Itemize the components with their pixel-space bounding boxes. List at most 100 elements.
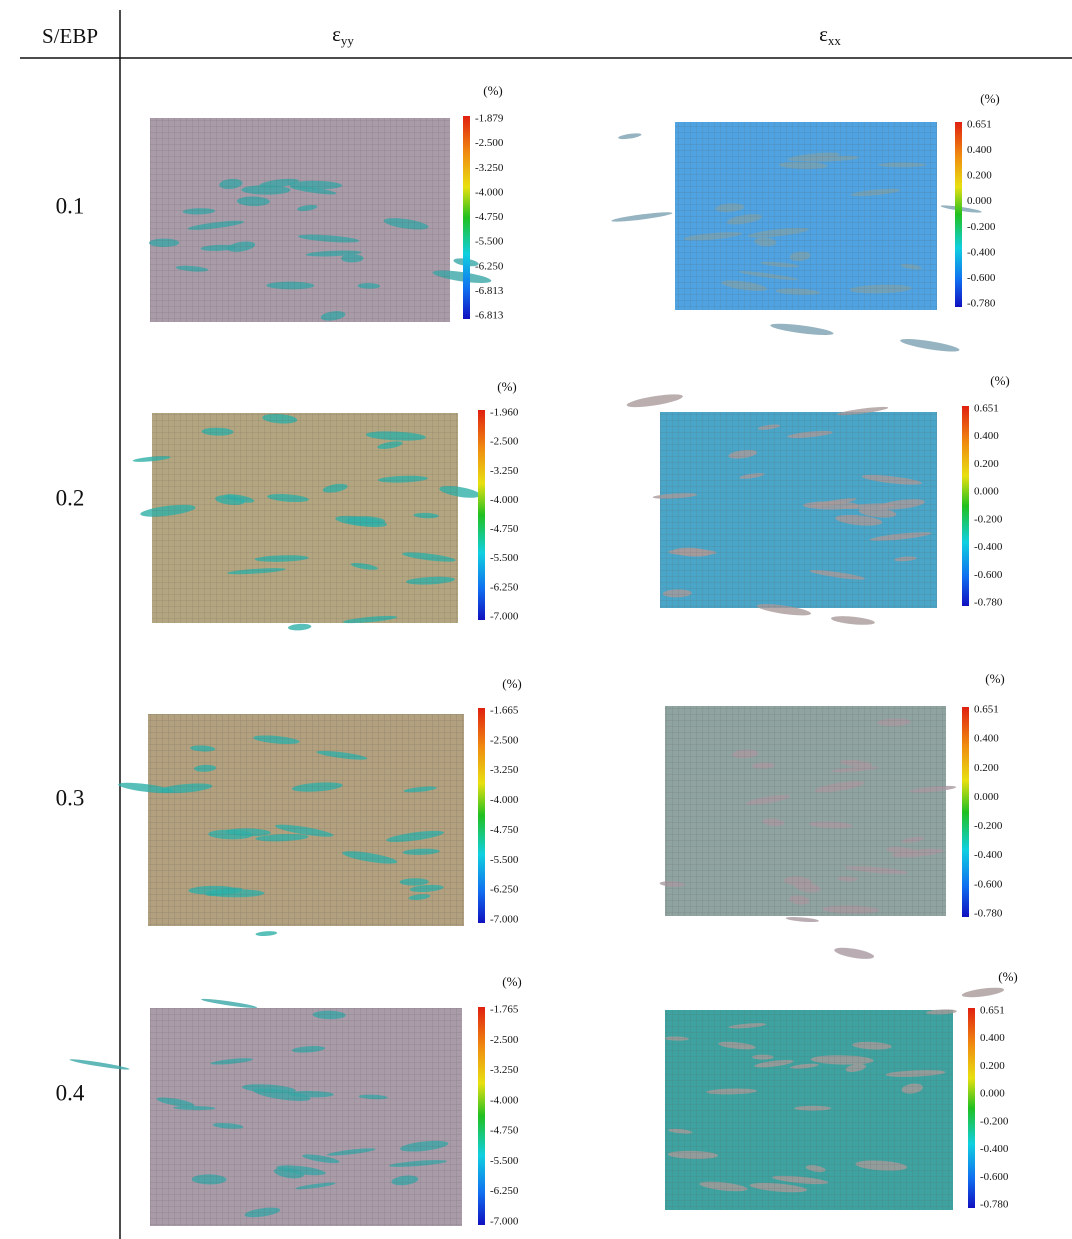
colorbar-tick-label: -3.250 <box>490 764 519 776</box>
colorbar-tick-label: -0.600 <box>980 1171 1009 1183</box>
colorbar-tick-label: 0.000 <box>980 1088 1005 1100</box>
colorbar-tick-label: -6.250 <box>490 581 519 593</box>
colorbar-tick-label: -0.600 <box>967 272 996 284</box>
mesh <box>148 714 464 926</box>
colorbar-unit: (%) <box>998 969 1018 984</box>
mesh <box>675 122 937 310</box>
colorbar-tick-label: 0.000 <box>974 791 999 803</box>
strain-band <box>830 616 875 625</box>
colorbar <box>955 122 962 307</box>
strain-band <box>618 133 642 140</box>
colorbar-tick-label: -0.200 <box>974 513 1003 525</box>
colorbar-tick-label: -3.250 <box>475 162 504 174</box>
colorbar-tick-label: -2.500 <box>490 734 519 746</box>
header-label: εxx <box>819 22 841 48</box>
colorbar-tick-label: -4.000 <box>475 186 504 198</box>
subscript: xx <box>828 33 842 48</box>
strain-band <box>255 931 278 936</box>
colorbar-tick-label: -3.250 <box>490 465 519 477</box>
colorbar-tick-label: -4.750 <box>490 824 519 836</box>
colorbar-tick-label: -5.500 <box>490 854 519 866</box>
colorbar-tick-label: -4.750 <box>475 211 504 223</box>
colorbar-tick-label: -0.400 <box>980 1143 1009 1155</box>
subscript: yy <box>341 33 355 48</box>
colorbar-tick-label: 0.651 <box>967 119 992 131</box>
colorbar-unit: (%) <box>502 676 522 691</box>
colorbar-tick-label: -1.960 <box>490 407 519 419</box>
mesh <box>152 413 458 623</box>
colorbar-tick-label: -2.500 <box>490 1034 519 1046</box>
strain-band <box>611 212 673 222</box>
colorbar-tick-label: -5.500 <box>490 1155 519 1167</box>
colorbar-tick-label: -0.400 <box>974 849 1003 861</box>
row-label: 0.3 <box>56 785 85 810</box>
colorbar-tick-label: 0.200 <box>974 762 999 774</box>
colorbar-tick-label: -6.813 <box>475 310 504 322</box>
colorbar-tick-label: -0.600 <box>974 878 1003 890</box>
colorbar <box>962 406 969 606</box>
colorbar-tick-label: -4.000 <box>490 494 519 506</box>
mesh <box>150 1008 462 1226</box>
row-label: 0.4 <box>56 1080 85 1105</box>
colorbar <box>478 708 485 923</box>
strain-band <box>201 998 258 1009</box>
mesh <box>665 1010 953 1210</box>
colorbar-tick-label: -7.000 <box>490 914 519 926</box>
colorbar-tick-label: -0.780 <box>974 908 1003 920</box>
colorbar-tick-label: -1.765 <box>490 1004 519 1016</box>
colorbar-unit: (%) <box>990 373 1010 388</box>
strain-band <box>626 394 683 408</box>
colorbar-tick-label: 0.200 <box>974 458 999 470</box>
colorbar-tick-label: -4.000 <box>490 794 519 806</box>
colorbar-tick-label: 0.400 <box>974 430 999 442</box>
colorbar <box>478 1007 485 1225</box>
header-label: S/EBP <box>42 24 98 48</box>
colorbar-unit: (%) <box>483 83 503 98</box>
colorbar-tick-label: -6.813 <box>475 285 504 297</box>
colorbar-tick-label: -4.750 <box>490 1125 519 1137</box>
colorbar-tick-label: 0.651 <box>974 704 999 716</box>
colorbar-tick-label: -0.200 <box>974 820 1003 832</box>
colorbar-tick-label: -0.200 <box>967 221 996 233</box>
strain-band <box>770 323 834 336</box>
colorbar-tick-label: -4.000 <box>490 1094 519 1106</box>
colorbar-unit: (%) <box>980 91 1000 106</box>
colorbar-tick-label: 0.000 <box>967 195 992 207</box>
colorbar-tick-label: -5.500 <box>475 236 504 248</box>
strain-band <box>961 987 1005 998</box>
colorbar-tick-label: -1.665 <box>490 705 519 717</box>
colorbar <box>478 410 485 620</box>
colorbar-tick-label: -6.250 <box>490 884 519 896</box>
colorbar-tick-label: -0.780 <box>967 298 996 310</box>
symbol: ε <box>819 22 828 46</box>
strain-band <box>834 947 875 959</box>
row-label: 0.1 <box>56 193 85 218</box>
colorbar-unit: (%) <box>502 974 522 989</box>
colorbar-tick-label: -0.600 <box>974 569 1003 581</box>
mesh <box>665 706 946 916</box>
colorbar-tick-label: 0.400 <box>974 733 999 745</box>
colorbar-tick-label: -0.780 <box>974 597 1003 609</box>
colorbar-tick-label: 0.200 <box>980 1060 1005 1072</box>
colorbar-tick-label: -0.400 <box>974 541 1003 553</box>
colorbar-tick-label: -7.000 <box>490 1216 519 1228</box>
colorbar-tick-label: 0.651 <box>974 403 999 415</box>
mesh <box>660 412 937 608</box>
colorbar-tick-label: -7.000 <box>490 611 519 623</box>
colorbar-tick-label: -3.250 <box>490 1064 519 1076</box>
table-body: 0.1 (%) -1.879 -2.500 -3.250 -4.000 -4.750 -5.5… <box>56 83 1018 1228</box>
colorbar-unit: (%) <box>985 671 1005 686</box>
header-label: εyy <box>332 22 354 48</box>
colorbar <box>968 1008 975 1208</box>
symbol: ε <box>332 22 341 46</box>
colorbar-tick-label: -6.250 <box>490 1185 519 1197</box>
colorbar-tick-label: -5.500 <box>490 552 519 564</box>
strain-band <box>288 623 312 631</box>
strain-band <box>900 338 960 352</box>
strain-band <box>785 917 819 923</box>
colorbar-tick-label: -0.780 <box>980 1199 1009 1211</box>
colorbar <box>962 707 969 917</box>
colorbar-tick-label: -2.500 <box>475 137 504 149</box>
colorbar-tick-label: 0.651 <box>980 1005 1005 1017</box>
